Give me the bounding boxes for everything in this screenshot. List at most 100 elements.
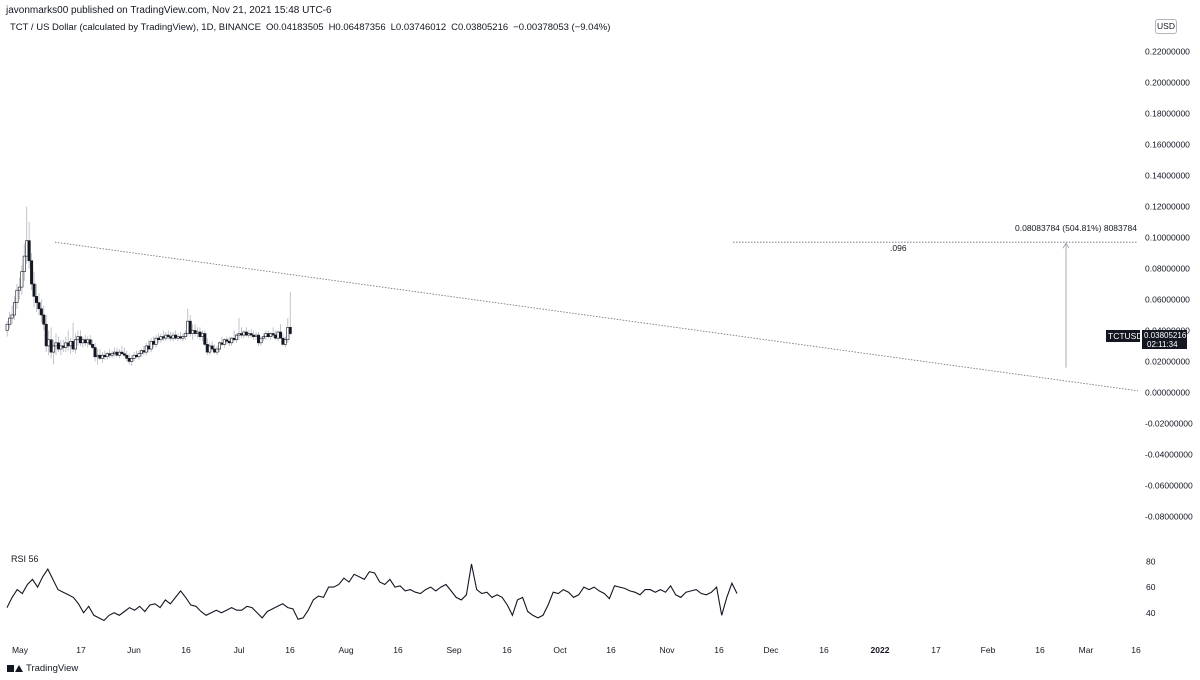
candle-body	[83, 339, 87, 344]
candle	[137, 350, 141, 360]
candle-body	[276, 331, 280, 339]
candle	[34, 284, 38, 312]
candle	[169, 332, 173, 342]
candle-body	[235, 334, 239, 341]
candle-body	[34, 296, 38, 303]
price-tick-label: 0.10000000	[1145, 233, 1190, 243]
candle	[69, 338, 73, 354]
candle-body	[247, 333, 251, 336]
candle	[88, 335, 92, 346]
candle	[71, 322, 75, 353]
candle-body	[178, 336, 182, 339]
time-tick-label: Aug	[338, 645, 353, 655]
candle	[17, 277, 21, 300]
candle-body	[169, 336, 173, 339]
candle-body	[152, 340, 156, 345]
candle	[25, 206, 29, 264]
trendline[interactable]	[54, 241, 1139, 392]
candle	[59, 339, 63, 356]
candle	[178, 332, 182, 340]
candle-body	[196, 331, 200, 334]
candle-body	[147, 345, 151, 350]
candle	[130, 355, 134, 367]
symbol-description[interactable]: TCT / US Dollar (calculated by TradingVi…	[10, 22, 261, 33]
candle-body	[154, 337, 158, 345]
candle-body	[166, 334, 170, 337]
drawings-layer	[54, 241, 1139, 392]
candle-body	[174, 334, 178, 339]
candle-body	[288, 327, 292, 334]
candle	[271, 327, 275, 339]
rsi-tick-label: 80	[1146, 556, 1156, 566]
candle-body	[130, 358, 134, 362]
time-axis[interactable]: May 17 Jun 16 Jul 16 Aug 16 Sep 16 Oct 16 Nov 16 Dec 16…	[12, 645, 1141, 655]
candle	[222, 338, 226, 348]
candle	[274, 330, 278, 340]
price-tick-label: 0.12000000	[1145, 202, 1190, 212]
candle-body	[156, 337, 160, 341]
candle-body	[230, 337, 234, 344]
candle-body	[278, 331, 282, 339]
candle-body	[76, 336, 80, 341]
candle	[117, 349, 121, 359]
candle-body	[32, 283, 36, 297]
rsi-label: RSI 56	[11, 554, 39, 564]
candle	[235, 333, 239, 343]
candle-body	[71, 340, 75, 350]
candle	[269, 332, 273, 340]
candle-body	[30, 260, 34, 285]
measure-label: 0.08083784 (504.81%) 8083784	[1015, 223, 1137, 233]
currency-badge[interactable]: USD	[1155, 19, 1177, 34]
candle-body	[47, 339, 51, 347]
candle-body	[200, 333, 204, 337]
candle	[110, 350, 114, 359]
candle	[122, 347, 126, 357]
candle	[64, 336, 68, 353]
candle	[230, 336, 234, 346]
candle	[210, 341, 214, 351]
candle	[54, 333, 58, 356]
candle	[13, 296, 17, 320]
time-tick-label: 17	[931, 645, 941, 655]
candle	[242, 330, 246, 339]
candle	[281, 333, 285, 346]
candle-body	[8, 317, 12, 325]
price-tick-label: 0.14000000	[1145, 171, 1190, 181]
candle	[56, 336, 60, 353]
candle	[183, 330, 187, 340]
candle-body	[120, 351, 124, 354]
rsi-line	[6, 563, 738, 622]
candle-body	[88, 339, 92, 345]
candle-body	[105, 353, 109, 358]
candle-body	[249, 333, 253, 336]
candle	[166, 330, 170, 340]
rsi-axis: 80 60 40	[1146, 556, 1156, 617]
candle-body	[91, 344, 95, 348]
candle-body	[127, 358, 131, 362]
candle-body	[59, 345, 63, 350]
tradingview-brand[interactable]: TradingView	[7, 663, 78, 674]
symbol-tag-bg	[1106, 330, 1140, 342]
candle-body	[144, 345, 148, 353]
time-tick-label: Dec	[763, 645, 779, 655]
candle-body	[69, 340, 73, 347]
price-axis[interactable]: 0.22000000 0.20000000 0.18000000 0.16000000…	[1145, 47, 1193, 522]
candle	[239, 327, 243, 339]
candle-body	[286, 327, 290, 341]
candle	[174, 330, 178, 340]
candle-body	[225, 339, 229, 342]
candle	[120, 345, 124, 356]
candle-body	[254, 334, 258, 337]
candle-body	[232, 337, 236, 341]
candle	[205, 338, 209, 356]
candle	[232, 330, 236, 342]
candle-body	[283, 339, 287, 345]
candle	[61, 339, 65, 353]
last-price-tag[interactable]: TCTUSD 0.03805216 02:11:34	[1106, 330, 1187, 349]
candle-body	[183, 333, 187, 337]
time-tick-label: May	[12, 645, 29, 655]
candle	[52, 339, 56, 365]
candle	[27, 222, 31, 269]
candle	[20, 265, 24, 295]
